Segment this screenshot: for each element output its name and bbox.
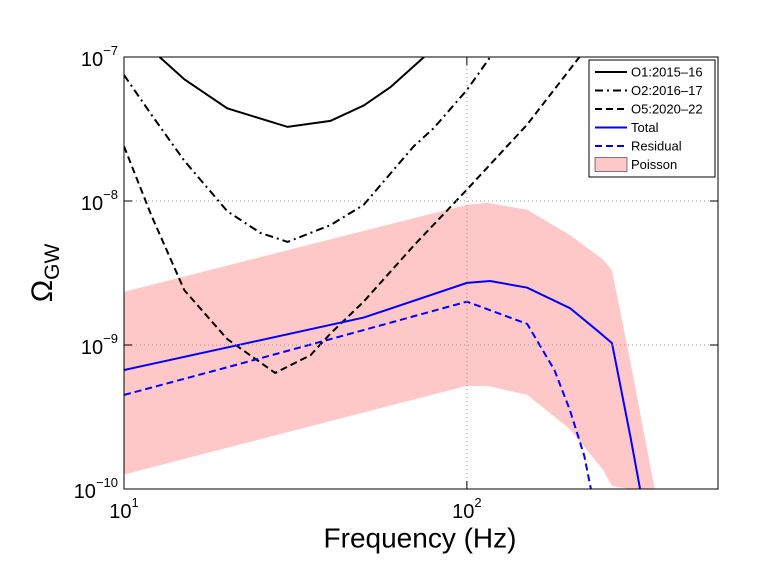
y-axis-label: ΩGW [26,244,64,303]
y-label-subscript: GW [41,244,64,280]
x-tick-label: 101 [109,495,138,523]
legend-label: Residual [631,138,682,153]
x-tick-label: 102 [452,495,481,523]
legend-label: O2:2016–17 [631,83,703,98]
y-tick-label: 10−7 [81,43,118,71]
legend-label: O5:2020–22 [631,101,703,116]
line [124,57,581,375]
x-axis-label: Frequency (Hz) [324,522,517,553]
legend-label: Total [631,120,659,135]
plot-area [124,57,655,489]
line [124,300,592,489]
y-tick-label: 10−10 [74,475,118,503]
legend-swatch [594,157,628,172]
legend-label: O1:2015–16 [631,64,703,79]
y-label-symbol: Ω [26,280,59,302]
band [124,202,655,489]
line [124,57,492,243]
line [158,57,425,128]
plot-frame [123,56,719,490]
line [124,280,642,489]
legend-label: Poisson [631,157,677,172]
y-tick-label: 10−8 [81,187,118,215]
y-tick-label: 10−9 [81,331,118,359]
